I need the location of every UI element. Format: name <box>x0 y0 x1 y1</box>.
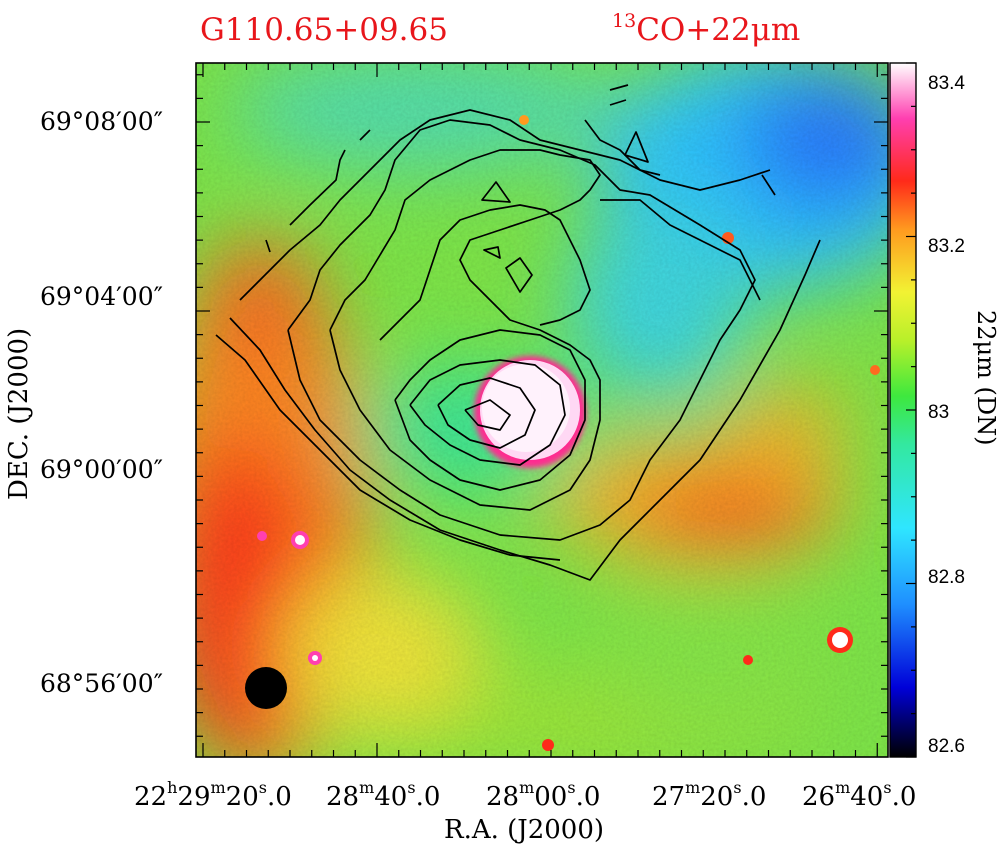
colorbar-label: 22μm (DN) <box>972 310 1000 446</box>
co-contours <box>215 84 821 581</box>
point-sources <box>257 115 880 751</box>
x-axis-label: R.A. (J2000) <box>444 815 604 845</box>
y-tick-labels: 69°08′00″ 69°04′00″ 69°00′00″ 68°56′00″ <box>40 107 163 698</box>
title-right-main: CO+22μm <box>636 12 800 48</box>
beam-marker <box>245 667 287 709</box>
x-tick-label: 26m40s.0 <box>802 778 916 812</box>
colorbar-tick-label: 82.6 <box>928 736 965 757</box>
x-tick-label: 28m40s.0 <box>326 778 440 812</box>
bright-source <box>474 356 586 468</box>
colorbar-tick-label: 82.8 <box>928 567 965 588</box>
axis-ticks <box>196 63 888 757</box>
y-tick-label: 69°04′00″ <box>40 282 163 311</box>
colorbar-tick-label: 83 <box>928 402 949 423</box>
superscript-13: 13 <box>612 10 636 32</box>
plot-frame <box>195 62 889 758</box>
heatmap-image <box>196 63 888 757</box>
colorbar-ticks <box>906 62 916 758</box>
y-tick-label: 69°08′00″ <box>40 107 163 136</box>
y-axis-label: DEC. (J2000) <box>4 328 34 500</box>
x-tick-label: 27m20s.0 <box>652 778 766 812</box>
x-tick-label: 28m00s.0 <box>486 778 600 812</box>
y-tick-label: 68°56′00″ <box>40 669 163 698</box>
x-tick-labels: 22h29m20s.0 28m40s.0 28m00s.0 27m20s.0 2… <box>134 778 916 812</box>
colorbar-tick-label: 83.2 <box>928 236 965 257</box>
chart-title-left: G110.65+09.65 <box>200 12 448 48</box>
y-tick-label: 69°00′00″ <box>40 455 163 484</box>
colorbar-tick-labels: 83.4 83.2 83 82.8 82.6 <box>928 73 965 757</box>
colorbar-tick-label: 83.4 <box>928 73 965 94</box>
chart-title-right: 13CO+22μm <box>612 10 800 48</box>
x-tick-label: 22h29m20s.0 <box>134 778 292 812</box>
